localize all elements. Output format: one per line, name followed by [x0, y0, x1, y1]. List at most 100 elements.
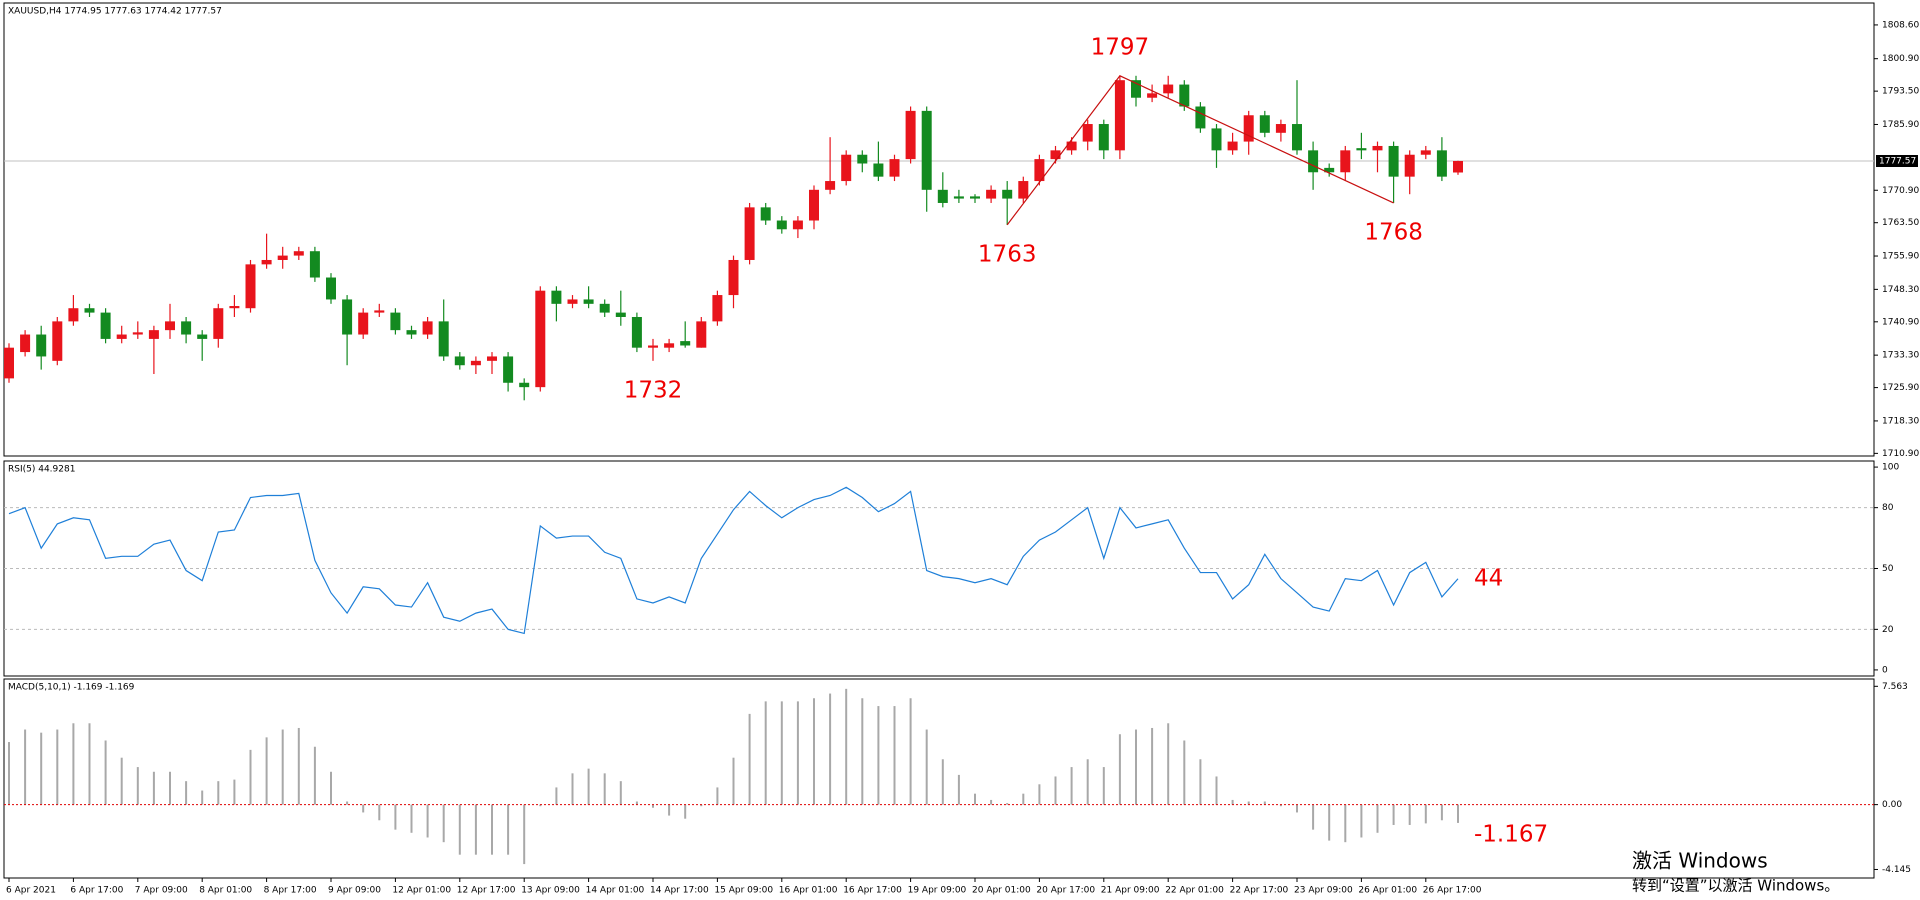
y-tick-label: 1718.30 [1882, 416, 1919, 426]
x-tick-label: 26 Apr 17:00 [1423, 886, 1482, 896]
candle-body [1227, 141, 1238, 151]
macd-bar [217, 781, 220, 805]
candle-body [1292, 124, 1302, 151]
candle-body [937, 189, 948, 203]
macd-bar [1022, 793, 1025, 805]
macd-bar [265, 737, 268, 805]
candle-body [181, 321, 192, 335]
annotation: 44 [1474, 565, 1503, 591]
candle-body [1308, 150, 1319, 173]
macd-bar [56, 729, 59, 805]
candle-body [1420, 150, 1431, 155]
macd-bar [394, 804, 397, 830]
macd-bar [281, 729, 284, 805]
x-tick-label: 19 Apr 09:00 [908, 886, 967, 896]
candle-body [921, 110, 932, 190]
candle-body [1018, 181, 1029, 199]
y-tick-label: 1755.90 [1882, 252, 1919, 262]
candle-body [503, 356, 514, 383]
candle-body [68, 308, 79, 322]
candle-body [326, 277, 336, 300]
candle-body [873, 163, 884, 177]
candle-body [487, 356, 497, 361]
candle-body [792, 220, 803, 230]
candle-body [535, 290, 546, 388]
candle-body [390, 312, 401, 331]
macd-bar [458, 804, 461, 855]
candle-body [1034, 159, 1045, 182]
y-tick-label: 1710.90 [1882, 449, 1919, 459]
candle-body [293, 251, 304, 256]
x-tick-label: 26 Apr 01:00 [1358, 886, 1417, 896]
candle-body [1131, 80, 1141, 98]
y-tick-label: 1808.60 [1882, 20, 1919, 30]
candle-body [567, 299, 578, 304]
macd-bar [233, 779, 236, 805]
macd-bar [668, 804, 671, 816]
y-tick-label: 20 [1882, 625, 1894, 635]
macd-bar [1312, 804, 1315, 830]
macd-bar [152, 771, 155, 805]
x-tick-label: 20 Apr 17:00 [1036, 886, 1095, 896]
macd-bar [925, 729, 928, 805]
macd-bar [1392, 804, 1395, 825]
candle-body [696, 321, 707, 348]
macd-bar [732, 757, 735, 805]
macd-bar [249, 749, 252, 805]
macd-bar [297, 727, 300, 805]
macd-bar [571, 773, 574, 805]
candle-body [277, 255, 288, 260]
macd-bar [72, 723, 75, 805]
macd-bar [813, 698, 815, 805]
candle-body [245, 264, 256, 309]
candle-body [1195, 106, 1206, 129]
candle-body [648, 345, 658, 348]
macd-bar [24, 729, 27, 805]
macd-bar [974, 793, 976, 805]
candle-body [406, 330, 417, 335]
x-tick-label: 8 Apr 17:00 [264, 886, 317, 896]
annotation: 1732 [624, 377, 683, 403]
macd-bar [104, 740, 107, 805]
macd-bar [1408, 804, 1411, 825]
candle-body [551, 290, 562, 304]
pane-border [3, 2, 1875, 457]
macd-bar [120, 757, 123, 805]
candle-body [213, 308, 224, 339]
macd-bar [555, 787, 558, 805]
x-tick-label: 20 Apr 01:00 [972, 886, 1031, 896]
y-tick-label: 1763.50 [1882, 218, 1919, 228]
x-tick-label: 13 Apr 09:00 [521, 886, 580, 896]
candle-body [1388, 145, 1399, 177]
candle-body [889, 159, 900, 177]
candle-body [165, 321, 175, 331]
candle-body [1114, 80, 1125, 151]
macd-bar [442, 804, 445, 843]
macd-bar [861, 698, 864, 805]
macd-bar [378, 804, 381, 821]
candle-body [438, 321, 449, 357]
candle-body [744, 207, 755, 260]
macd-bar [185, 781, 188, 805]
candle-body [1453, 161, 1463, 173]
pane-title: MACD(5,10,1) -1.169 -1.169 [8, 683, 135, 693]
y-tick-label: 7.563 [1882, 682, 1908, 692]
macd-bar [1376, 804, 1379, 833]
macd-bar [136, 767, 139, 805]
candle-body [1243, 115, 1254, 142]
macd-bar [603, 773, 606, 805]
macd-bar [829, 693, 832, 805]
x-tick-label: 22 Apr 17:00 [1230, 886, 1289, 896]
candle-body [84, 308, 95, 313]
x-tick-label: 16 Apr 17:00 [843, 886, 902, 896]
annotation: -1.167 [1474, 821, 1548, 847]
macd-bar [1440, 804, 1443, 821]
macd-bar [1118, 734, 1121, 805]
macd-bar [1135, 729, 1137, 805]
macd-bar [1102, 767, 1105, 805]
candle-body [454, 356, 465, 366]
macd-bar [845, 688, 848, 805]
x-tick-label: 23 Apr 09:00 [1294, 886, 1353, 896]
candle-body [953, 196, 964, 199]
